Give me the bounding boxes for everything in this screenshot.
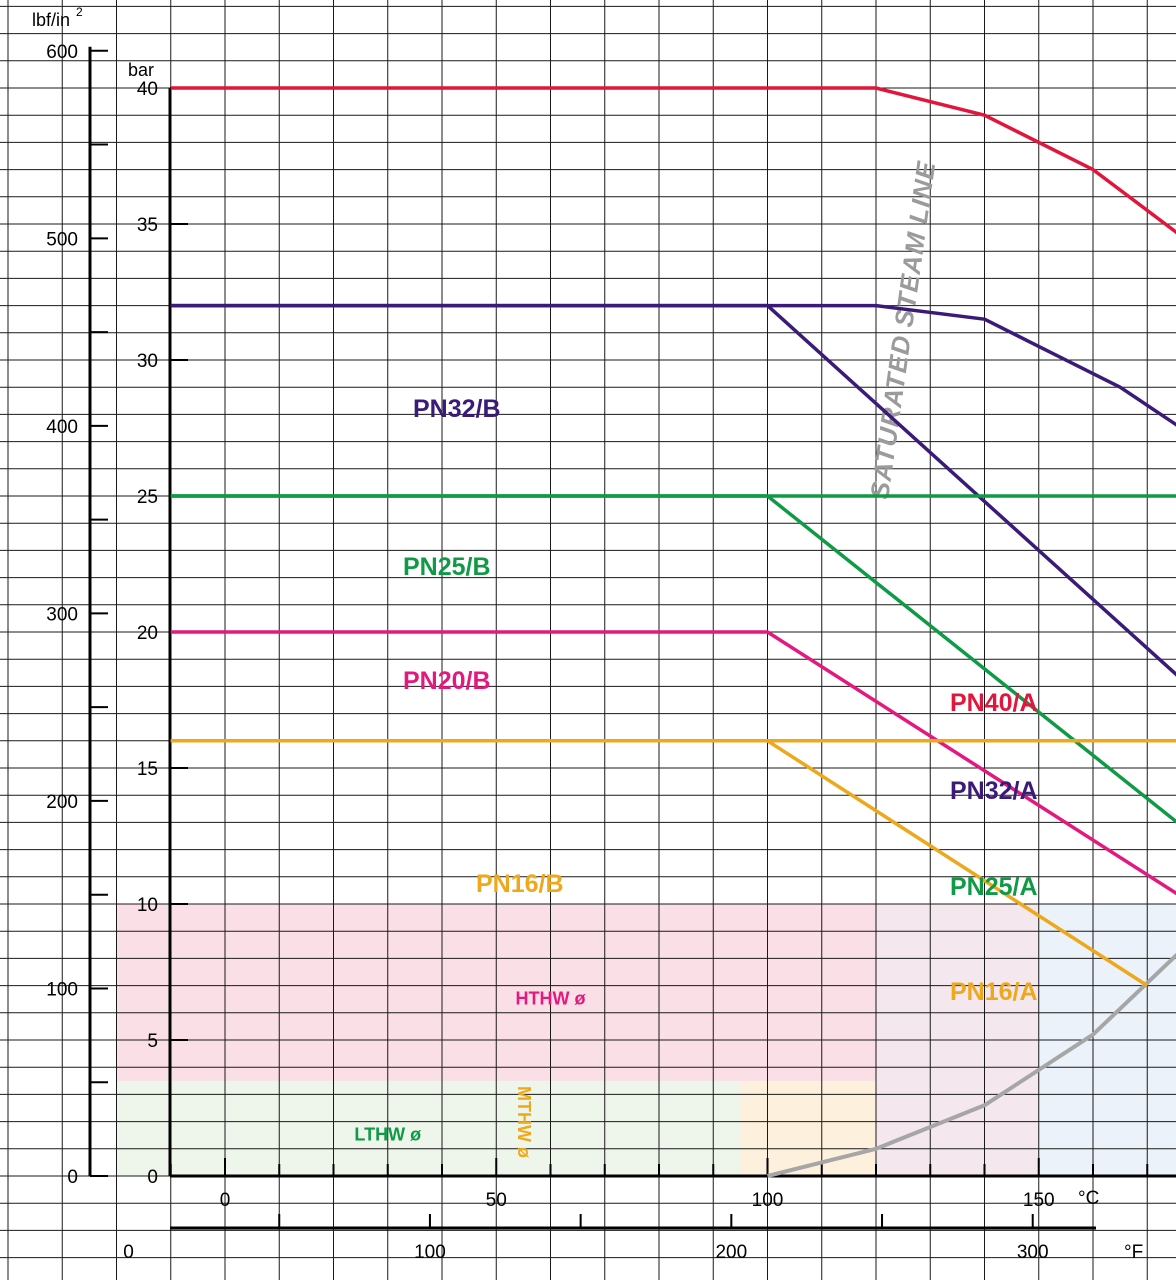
- x-tick-label-celsius: 0: [220, 1190, 231, 1211]
- y-tick-label-bar: 20: [137, 623, 158, 644]
- zone-label-mthw: MTHW ø: [514, 1086, 534, 1158]
- y-tick-label-bar: 5: [147, 1031, 158, 1052]
- y-tick-label-lbf: 100: [46, 979, 78, 1000]
- series-label-pn20-b: PN20/B: [403, 667, 491, 695]
- zone-label-lthw: LTHW ø: [354, 1125, 421, 1145]
- series-label-pn32-b: PN32/B: [413, 395, 501, 423]
- x-tick-label-celsius: 50: [486, 1190, 507, 1211]
- y-tick-label-lbf: 600: [46, 42, 78, 63]
- series-label-pn25-b: PN25/B: [403, 553, 491, 581]
- y-tick-label-bar: 25: [137, 487, 158, 508]
- series-layer: [170, 86, 1176, 988]
- zone-mthw-overlay: [740, 1080, 876, 1176]
- y-tick-label-bar: 40: [137, 79, 158, 100]
- series-label-pn16-b: PN16/B: [476, 870, 564, 898]
- series-line-pn32-a: [170, 303, 1176, 427]
- series-label-pn40-a: PN40/A: [950, 689, 1038, 717]
- series-line-pn16-a: [170, 739, 1176, 743]
- x-axis-label-celsius: °C: [1078, 1188, 1099, 1209]
- x-tick-label-fahrenheit: 100: [414, 1242, 446, 1263]
- y-tick-label-lbf: 0: [67, 1167, 78, 1188]
- series-line-pn20-b: [170, 630, 1176, 896]
- y-tick-label-bar: 35: [137, 215, 158, 236]
- y-axis-label-lbf: lbf/in: [32, 10, 70, 30]
- y-tick-label-lbf: 200: [46, 792, 78, 813]
- y-tick-label-bar: 0: [147, 1167, 158, 1188]
- saturated-steam-line: [767, 952, 1176, 1178]
- x-axis-label-fahrenheit: °F: [1124, 1242, 1143, 1263]
- labels-layer: PN40/A PN32/B PN32/A PN25/B PN25/A PN20/B PN16…: [354, 395, 1038, 1158]
- y-tick-label-lbf: 500: [46, 229, 78, 250]
- series-label-pn32-a: PN32/A: [950, 777, 1038, 805]
- series-label-pn16-a: PN16/A: [950, 978, 1038, 1006]
- y-tick-label-bar: 10: [137, 895, 158, 916]
- series-line-pn25-a: [170, 494, 1176, 498]
- y-tick-label-lbf: 300: [46, 604, 78, 625]
- x-tick-label-fahrenheit: 200: [715, 1242, 747, 1263]
- x-tick-label-celsius: 150: [1023, 1190, 1055, 1211]
- x-tick-label-fahrenheit: 0: [123, 1242, 134, 1263]
- x-tick-label-fahrenheit: 300: [1017, 1242, 1049, 1263]
- y-tick-label-bar: 15: [137, 759, 158, 780]
- series-label-pn25-a: PN25/A: [950, 873, 1038, 901]
- y-axis-label-bar: bar: [128, 60, 154, 80]
- zone-lthw-overlay: [116, 1080, 741, 1176]
- series-line-pn40-a: [170, 86, 1176, 235]
- x-tick-label-celsius: 100: [752, 1190, 784, 1211]
- y-tick-label-lbf: 400: [46, 417, 78, 438]
- y-axis-label-lbf-superscript: 2: [76, 5, 83, 19]
- zone-label-hthw: HTHW ø: [516, 989, 586, 1009]
- y-tick-label-bar: 30: [137, 351, 158, 372]
